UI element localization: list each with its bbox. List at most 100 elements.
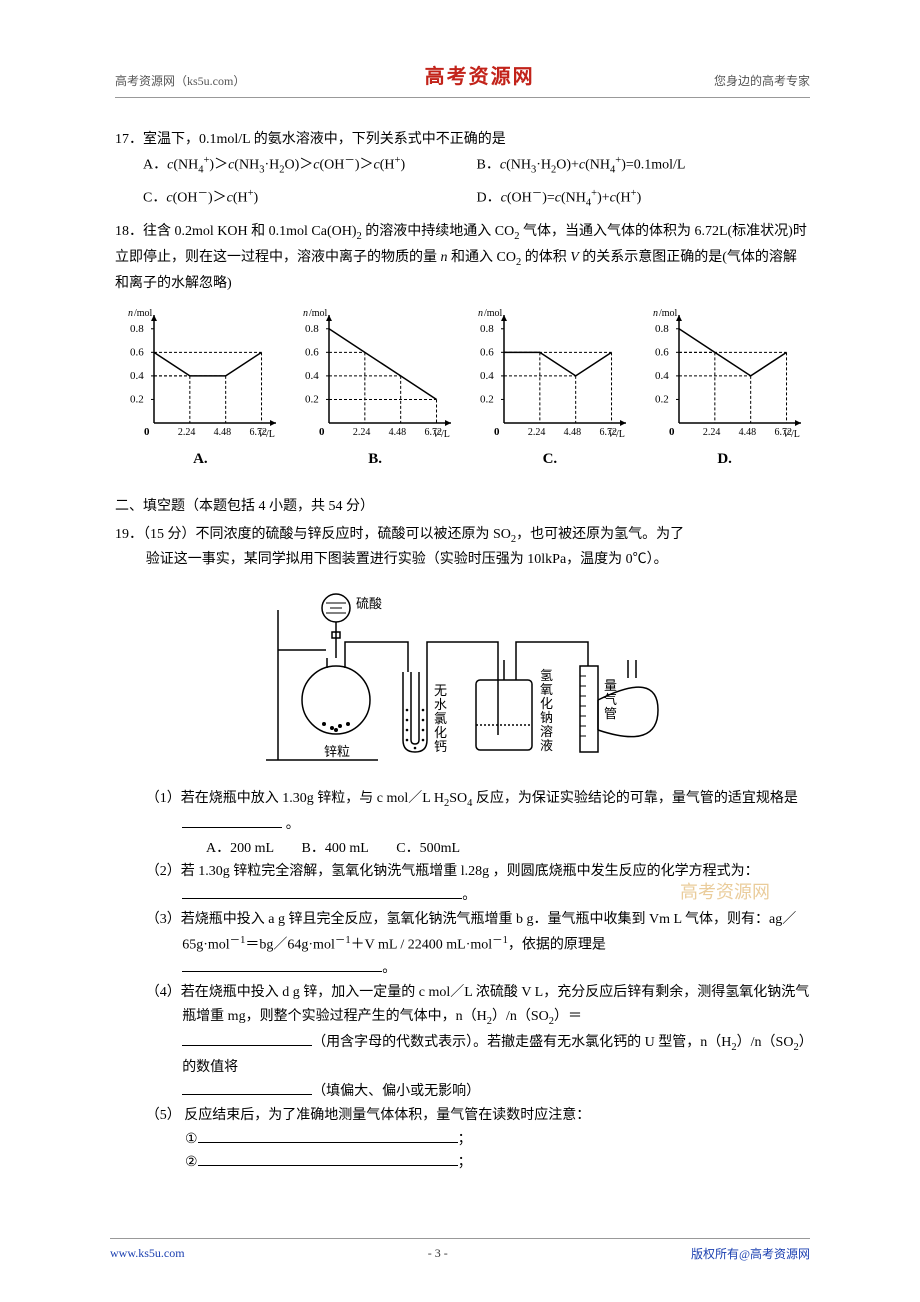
svg-text:n: n xyxy=(303,308,308,319)
chart-c: n/molV/L00.20.40.60.82.244.486.72 C. xyxy=(465,305,636,473)
q18-num: 18． xyxy=(115,224,143,239)
svg-text:0.2: 0.2 xyxy=(655,394,669,406)
p5-label: （5） xyxy=(146,1108,181,1123)
svg-text:0.6: 0.6 xyxy=(480,347,494,359)
q19-stem-cont: 验证这一事实，某同学拟用下图装置进行实验（实验时压强为 10lkPa，温度为 0… xyxy=(146,548,810,572)
blank-2 xyxy=(182,884,462,899)
q19-num: 19． xyxy=(115,527,143,542)
p2-after: 。 xyxy=(462,888,476,903)
label-zinc: 锌粒 xyxy=(324,744,350,759)
q17-stem-text: 室温下，0.1mol/L 的氨水溶液中，下列关系式中不正确的是 xyxy=(143,132,506,147)
chart-d: n/molV/L00.20.40.60.82.244.486.72 D. xyxy=(639,305,810,473)
header-center-logo: 高考资源网 xyxy=(425,60,535,89)
p4-label: （4） xyxy=(146,985,181,1000)
q19-stem: 19．（15 分）不同浓度的硫酸与锌反应时，硫酸可以被还原为 SO2，也可被还原… xyxy=(115,523,810,549)
chart-d-svg: n/molV/L00.20.40.60.82.244.486.72 xyxy=(645,305,805,445)
q17-stem: 17．室温下，0.1mol/L 的氨水溶液中，下列关系式中不正确的是 xyxy=(115,128,810,152)
svg-text:n: n xyxy=(128,308,133,319)
q18-charts: n/molV/L00.20.40.60.82.244.486.72 A. n/m… xyxy=(115,305,810,473)
blank-4a xyxy=(182,1031,312,1046)
svg-text:6.72: 6.72 xyxy=(774,427,792,438)
chart-a-label: A. xyxy=(115,447,286,473)
svg-text:4.48: 4.48 xyxy=(564,427,582,438)
q19-part1: （1）若在烧瓶中放入 1.30g 锌粒，与 c mol／L H2SO4 反应，为… xyxy=(143,787,810,836)
q19-points: （15 分） xyxy=(143,527,196,542)
svg-text:/L: /L xyxy=(616,429,625,440)
svg-text:/L: /L xyxy=(266,429,275,440)
apparatus-figure: 硫酸 锌粒 无水氯化钙 氢氧化钠溶液 量气管 xyxy=(115,580,810,775)
question-17: 17．室温下，0.1mol/L 的氨水溶液中，下列关系式中不正确的是 A．c(N… xyxy=(115,128,810,212)
page-footer: www.ks5u.com - 3 - 版权所有@高考资源网 xyxy=(110,1238,810,1262)
p3-after: 。 xyxy=(382,961,396,976)
p5-text: 反应结束后，为了准确地测量气体体积，量气管在读数时应注意： xyxy=(181,1108,591,1123)
label-h2so4: 硫酸 xyxy=(356,596,382,611)
header-right: 您身边的高考专家 xyxy=(714,72,810,89)
q17-option-d: D．c(OH－)=c(NH4+)+c(H+) xyxy=(477,185,811,212)
p3-label: （3） xyxy=(146,912,181,927)
q17-num: 17． xyxy=(115,132,143,147)
svg-text:2.24: 2.24 xyxy=(702,427,719,438)
svg-text:0: 0 xyxy=(669,426,675,438)
svg-text:0.2: 0.2 xyxy=(130,394,144,406)
chart-d-label: D. xyxy=(639,447,810,473)
svg-text:n: n xyxy=(478,308,483,319)
svg-text:/mol: /mol xyxy=(309,308,328,319)
p1-after: 。 xyxy=(282,817,300,832)
svg-text:0.8: 0.8 xyxy=(130,323,144,335)
label-naoh: 氢氧化钠溶液 xyxy=(540,668,553,753)
q19-part1-opts: A．200 mL B．400 mL C．500mL xyxy=(178,837,810,861)
q19-part5-item1: ①； xyxy=(185,1128,810,1152)
svg-text:0.4: 0.4 xyxy=(305,370,319,382)
p4-after-b: （填偏大、偏小或无影响） xyxy=(312,1084,480,1099)
q17-options: A．c(NH4+)＞c(NH3·H2O)＞c(OH－)＞c(H+) B．c(NH… xyxy=(143,152,810,213)
question-18: 18．往含 0.2mol KOH 和 0.1mol Ca(OH)2 的溶液中持续… xyxy=(115,220,810,473)
svg-text:/L: /L xyxy=(441,429,450,440)
svg-text:0: 0 xyxy=(319,426,325,438)
svg-text:0.6: 0.6 xyxy=(130,347,144,359)
svg-text:0.2: 0.2 xyxy=(480,394,494,406)
chart-c-svg: n/molV/L00.20.40.60.82.244.486.72 xyxy=(470,305,630,445)
p1-label: （1） xyxy=(146,791,181,806)
svg-text:4.48: 4.48 xyxy=(389,427,407,438)
q19-part3: （3）若烧瓶中投入 a g 锌且完全反应，氢氧化钠洗气瓶增重 b g．量气瓶中收… xyxy=(143,908,810,981)
q19-part5: （5） 反应结束后，为了准确地测量气体体积，量气管在读数时应注意： xyxy=(143,1104,810,1128)
question-19: 19．（15 分）不同浓度的硫酸与锌反应时，硫酸可以被还原为 SO2，也可被还原… xyxy=(115,523,810,1175)
footer-left: www.ks5u.com xyxy=(110,1246,185,1261)
blank-3 xyxy=(182,957,382,972)
chart-b: n/molV/L00.20.40.60.82.244.486.72 B. xyxy=(290,305,461,473)
blank-1 xyxy=(182,813,282,828)
svg-text:0.8: 0.8 xyxy=(655,323,669,335)
chart-b-svg: n/molV/L00.20.40.60.82.244.486.72 xyxy=(295,305,455,445)
p5-semi2: ； xyxy=(458,1155,472,1170)
svg-text:6.72: 6.72 xyxy=(599,427,617,438)
svg-text:2.24: 2.24 xyxy=(353,427,371,438)
p5-semi1: ； xyxy=(458,1132,472,1147)
svg-text:/mol: /mol xyxy=(134,308,153,319)
footer-right: 版权所有@高考资源网 xyxy=(691,1245,810,1262)
svg-text:n: n xyxy=(653,308,658,319)
svg-text:0.6: 0.6 xyxy=(655,347,669,359)
blank-5a xyxy=(198,1128,458,1143)
p5-item2-mark: ② xyxy=(185,1155,198,1170)
chart-a-svg: n/molV/L00.20.40.60.82.244.486.72 xyxy=(120,305,280,445)
q19-part2: （2）若 1.30g 锌粒完全溶解，氢氧化钠洗气瓶增重 l.28g ，则圆底烧瓶… xyxy=(143,860,810,908)
svg-text:0.4: 0.4 xyxy=(130,370,144,382)
svg-text:0.4: 0.4 xyxy=(480,370,494,382)
svg-text:2.24: 2.24 xyxy=(528,427,545,438)
q19-part4: （4）若在烧瓶中投入 d g 锌，加入一定量的 c mol／L 浓硫酸 V L，… xyxy=(143,981,810,1104)
p5-item1-mark: ① xyxy=(185,1132,198,1147)
q18-stem: 18．往含 0.2mol KOH 和 0.1mol Ca(OH)2 的溶液中持续… xyxy=(115,220,810,295)
svg-text:/L: /L xyxy=(791,429,800,440)
section2-title: 二、填空题（本题包括 4 小题，共 54 分） xyxy=(115,495,810,519)
q17-option-a: A．c(NH4+)＞c(NH3·H2O)＞c(OH－)＞c(H+) xyxy=(143,152,477,179)
svg-text:0.6: 0.6 xyxy=(305,347,319,359)
footer-center: - 3 - xyxy=(428,1246,448,1261)
svg-text:6.72: 6.72 xyxy=(250,427,268,438)
chart-c-label: C. xyxy=(465,447,636,473)
svg-text:0: 0 xyxy=(494,426,500,438)
svg-text:6.72: 6.72 xyxy=(425,427,443,438)
svg-text:0.4: 0.4 xyxy=(655,370,669,382)
svg-text:4.48: 4.48 xyxy=(738,427,756,438)
svg-text:/mol: /mol xyxy=(484,308,503,319)
svg-text:4.48: 4.48 xyxy=(214,427,232,438)
